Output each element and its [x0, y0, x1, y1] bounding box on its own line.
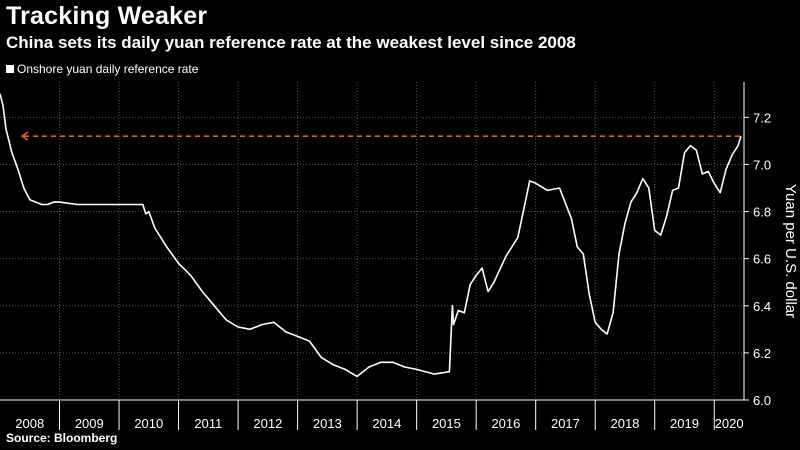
x-tick-label: 2019: [670, 416, 699, 431]
x-tick-label: 2009: [75, 416, 104, 431]
x-tick-label: 2015: [432, 416, 461, 431]
series-line: [0, 93, 742, 378]
x-tick-label: 2013: [313, 416, 342, 431]
y-tick-label: 6.6: [753, 252, 771, 267]
x-tick-label: 2017: [551, 416, 580, 431]
y-tick-label: 7.2: [753, 110, 771, 125]
x-tick-label: 2008: [15, 416, 44, 431]
legend-swatch: [6, 65, 14, 73]
chart-subtitle: China sets its daily yuan reference rate…: [6, 33, 576, 52]
reference-arrow: [20, 131, 29, 141]
source-note: Source: Bloomberg: [6, 431, 118, 445]
x-tick-label: 2014: [372, 416, 401, 431]
y-tick-label: 6.2: [753, 346, 771, 361]
y-axis-title: Yuan per U.S. dollar: [782, 184, 799, 318]
y-tick-label: 6.0: [753, 393, 771, 408]
series-group: [0, 93, 742, 378]
legend: Onshore yuan daily reference rate: [6, 62, 198, 76]
x-tick-label: 2018: [610, 416, 639, 431]
y-tick-label: 6.4: [753, 299, 771, 314]
y-tick-label: 7.0: [753, 157, 771, 172]
x-tick-label: 2012: [253, 416, 282, 431]
x-tick-label: 2020: [715, 416, 744, 431]
y-tick-label: 6.8: [753, 205, 771, 220]
x-tick-label: 2010: [134, 416, 163, 431]
legend-label: Onshore yuan daily reference rate: [17, 62, 199, 76]
grid: [0, 82, 744, 401]
reference-line-group: [20, 131, 742, 141]
x-tick-label: 2016: [491, 416, 520, 431]
axes: 6.0 6.2 6.4 6.6 6.8 7.0 7.2 2008 2009 2010 2011 201…: [0, 82, 771, 431]
x-tick-label: 2011: [194, 416, 222, 431]
chart-title: Tracking Weaker: [6, 2, 208, 30]
